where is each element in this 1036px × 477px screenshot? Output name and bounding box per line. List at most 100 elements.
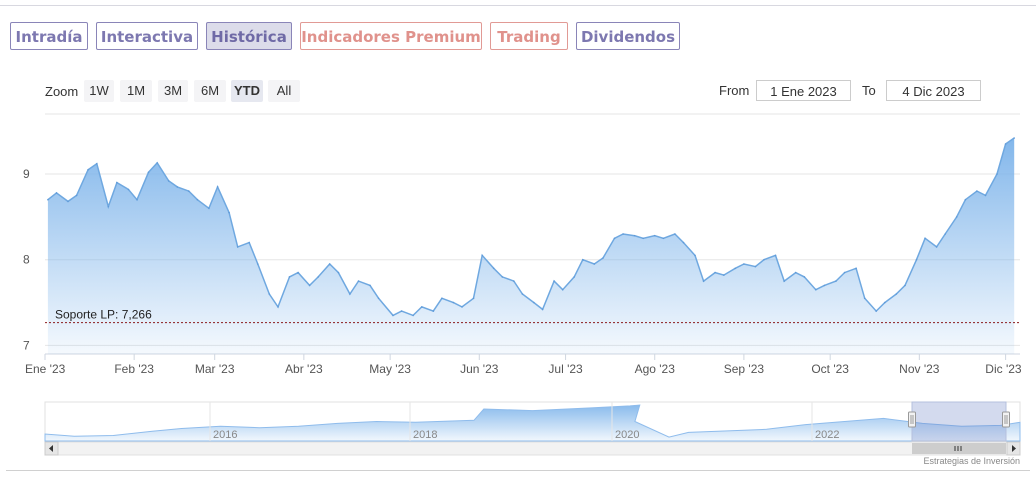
data-point [835,280,837,282]
data-point [924,237,926,240]
data-point [714,271,716,274]
data-point [783,280,785,282]
data-point [794,271,797,274]
y-axis: 7 8 9 [23,167,30,352]
navigator[interactable]: 2016 2018 2020 2022 [44,401,1021,456]
x-tick-label: May '23 [369,362,411,376]
x-tick-label: Mar '23 [195,362,235,376]
x-tick-label: Jun '23 [460,362,499,376]
data-point [743,263,745,265]
data-point [412,314,414,317]
data-point [895,293,898,295]
scroll-right-arrow-icon [1012,445,1016,452]
from-label: From [719,83,750,98]
data-point [884,301,886,304]
tab-historica[interactable]: Histórica [206,22,292,50]
from-date-input[interactable]: 1 Ene 2023 [756,80,851,101]
data-point [268,293,271,295]
data-point [702,280,705,282]
data-point [513,280,515,282]
data-point [875,310,877,312]
data-point [452,301,455,304]
tab-intradia[interactable]: Intradía [10,22,88,50]
x-tick-label: Jul '23 [548,362,583,376]
zoom-3m-button[interactable]: 3M [158,80,188,102]
data-point [55,192,58,194]
navigator-tick-label: 2020 [615,429,639,441]
navigator-selection[interactable] [911,401,1007,442]
zoom-ytd-button[interactable]: YTD [231,80,263,102]
zoom-1w-button[interactable]: 1W [84,80,114,102]
tab-indicadores-premium[interactable]: Indicadores Premium [300,22,482,50]
data-point [461,306,463,308]
to-date-input[interactable]: 4 Dic 2023 [886,80,981,101]
data-point [582,258,584,261]
data-point [492,267,495,270]
navigator-tick-label: 2022 [815,429,839,441]
y-tick-label: 9 [23,167,30,181]
data-point [815,288,817,291]
data-point [147,171,150,174]
y-tick-label: 7 [23,338,30,352]
data-point [682,241,685,244]
data-point [633,234,636,237]
navigator-handle-right[interactable] [1002,411,1010,428]
data-point [662,237,665,240]
data-point [328,263,331,265]
data-point [653,234,656,237]
tab-dividendos[interactable]: Dividendos [576,22,680,50]
navigator-handle-left[interactable] [908,411,916,428]
data-point [400,310,403,312]
navigator-tick-label: 2018 [413,429,437,441]
data-point [694,254,696,257]
data-point [357,280,360,282]
data-point [472,297,475,300]
data-point [67,200,69,203]
data-point [377,297,380,300]
data-point [561,288,564,291]
y-tick-label: 8 [23,253,30,267]
data-point [984,194,987,197]
data-point [754,265,757,268]
credit-label: Estrategias de Inversión [923,456,1020,466]
x-axis: Ene '23 Feb '23 Mar '23 Abr '23 May '23 Jun '… [25,354,1022,376]
data-point [441,297,443,300]
top-divider [0,5,1036,6]
data-point [156,162,158,164]
data-point [904,284,906,287]
scrollbar-track[interactable] [44,441,1021,456]
data-point [1013,137,1015,139]
x-tick-label: Feb '23 [114,362,154,376]
data-point [763,258,765,261]
data-point [392,314,394,317]
tab-trading[interactable]: Trading [490,22,568,50]
to-label: To [862,83,876,98]
data-point [613,237,616,240]
series-area [47,138,1015,354]
data-point [855,267,857,270]
data-point [317,276,320,278]
x-tick-label: Ago '23 [635,362,676,376]
zoom-6m-button[interactable]: 6M [194,80,226,102]
tab-interactiva[interactable]: Interactiva [96,22,198,50]
data-point [369,284,371,287]
data-point [176,186,179,188]
scrollbar-thumb[interactable] [912,443,1006,454]
data-point [188,190,190,192]
x-tick-label: Sep '23 [724,362,765,376]
support-line-group: Soporte LP: 7,266 [45,308,1020,324]
zoom-all-button[interactable]: All [268,80,300,102]
data-point [481,254,484,257]
x-tick-label: Oct '23 [811,362,849,376]
data-point [196,198,199,201]
data-point [964,198,967,201]
x-tick-label: Abr '23 [285,362,323,376]
data-point [136,198,138,201]
support-line-label: Soporte LP: 7,266 [55,308,152,322]
data-point [127,188,130,191]
zoom-1m-button[interactable]: 1M [120,80,152,102]
data-point [167,180,170,182]
data-point [216,186,219,188]
bottom-divider [6,470,1030,471]
